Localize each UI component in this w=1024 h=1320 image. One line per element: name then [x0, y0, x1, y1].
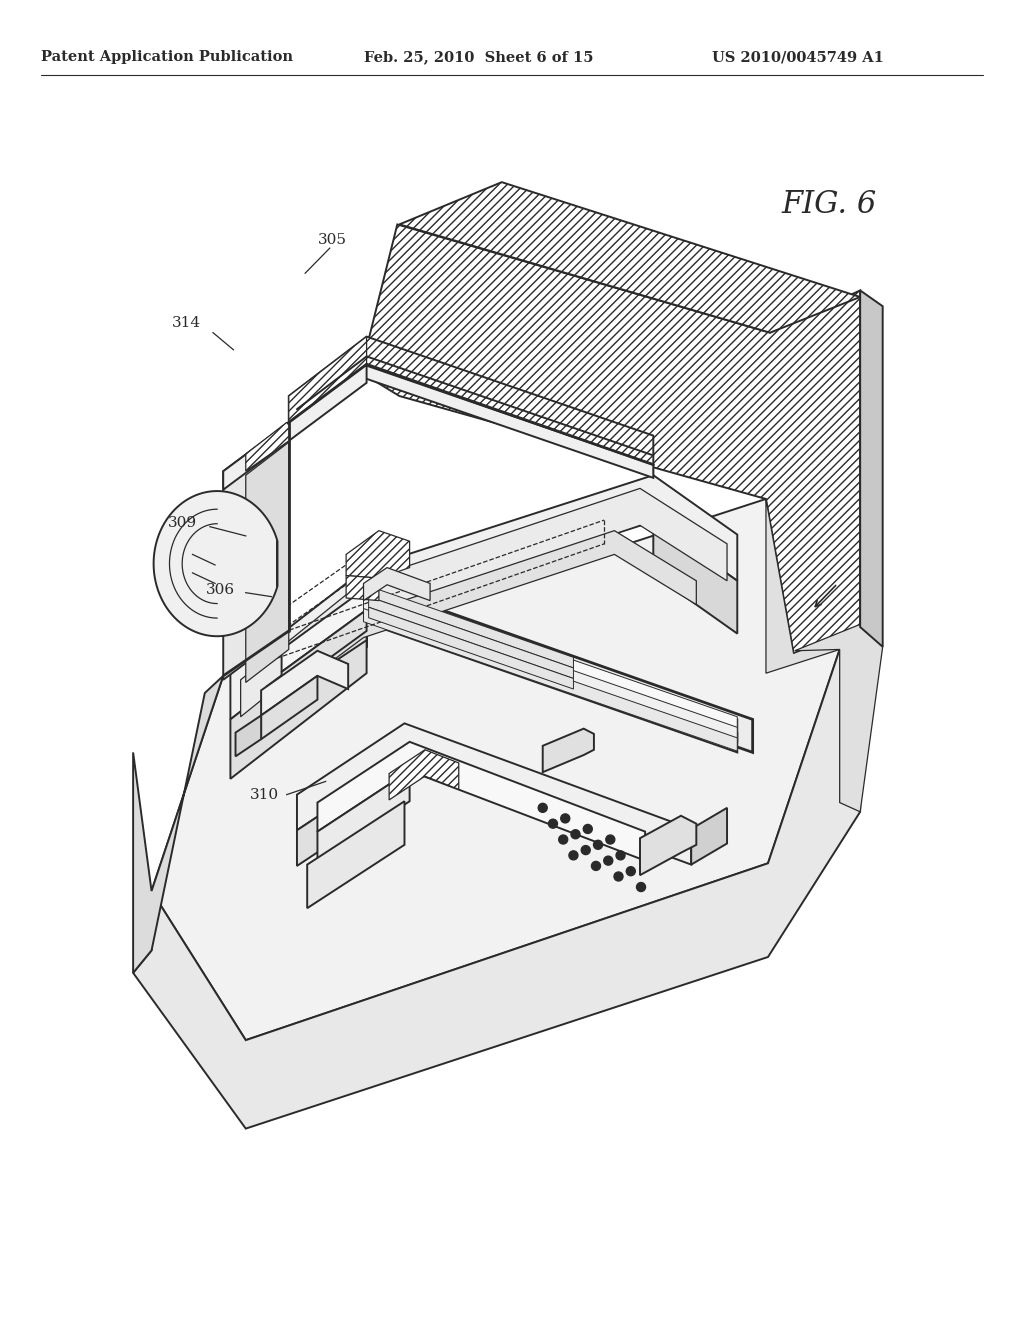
Polygon shape — [271, 623, 367, 704]
Polygon shape — [317, 742, 645, 861]
Polygon shape — [236, 715, 261, 756]
Polygon shape — [346, 531, 410, 578]
Polygon shape — [152, 499, 840, 1040]
Polygon shape — [246, 422, 289, 471]
Polygon shape — [223, 364, 367, 490]
Polygon shape — [346, 576, 379, 601]
Polygon shape — [795, 624, 883, 812]
Circle shape — [614, 873, 623, 880]
Polygon shape — [307, 801, 404, 908]
Polygon shape — [766, 478, 860, 649]
Polygon shape — [360, 224, 860, 653]
Text: 309: 309 — [168, 516, 197, 529]
Polygon shape — [241, 488, 727, 717]
Polygon shape — [364, 598, 737, 741]
Polygon shape — [282, 587, 737, 742]
Polygon shape — [766, 499, 860, 673]
Polygon shape — [653, 521, 737, 634]
Polygon shape — [364, 568, 430, 601]
Text: 310: 310 — [250, 788, 279, 801]
Polygon shape — [261, 676, 317, 739]
Circle shape — [592, 862, 600, 870]
Circle shape — [582, 846, 590, 854]
Circle shape — [616, 851, 625, 859]
Polygon shape — [289, 337, 367, 425]
Circle shape — [559, 836, 567, 843]
Text: 305: 305 — [318, 232, 347, 247]
Polygon shape — [282, 610, 367, 693]
Circle shape — [584, 825, 592, 833]
Polygon shape — [389, 750, 459, 800]
Polygon shape — [254, 583, 753, 752]
Polygon shape — [289, 366, 653, 478]
Text: Feb. 25, 2010  Sheet 6 of 15: Feb. 25, 2010 Sheet 6 of 15 — [364, 50, 593, 65]
Polygon shape — [399, 182, 860, 333]
Polygon shape — [369, 586, 573, 668]
Polygon shape — [860, 290, 883, 647]
Polygon shape — [364, 587, 737, 730]
Text: Patent Application Publication: Patent Application Publication — [41, 50, 293, 65]
Polygon shape — [543, 729, 594, 772]
Polygon shape — [640, 816, 696, 875]
Polygon shape — [369, 607, 573, 689]
Polygon shape — [154, 491, 278, 636]
Text: 314: 314 — [172, 317, 201, 330]
Polygon shape — [271, 603, 737, 752]
Polygon shape — [254, 616, 367, 726]
Polygon shape — [691, 808, 727, 865]
Polygon shape — [230, 475, 737, 719]
Polygon shape — [364, 609, 737, 751]
Polygon shape — [289, 337, 653, 465]
Circle shape — [627, 867, 635, 875]
Polygon shape — [317, 771, 410, 862]
Circle shape — [571, 830, 580, 838]
Circle shape — [539, 804, 547, 812]
Circle shape — [569, 851, 578, 859]
Polygon shape — [133, 676, 223, 973]
Polygon shape — [223, 422, 289, 680]
Circle shape — [606, 836, 614, 843]
Polygon shape — [261, 651, 348, 715]
Polygon shape — [369, 597, 573, 678]
Polygon shape — [246, 442, 289, 682]
Text: 306: 306 — [206, 583, 234, 597]
Polygon shape — [297, 723, 691, 865]
Circle shape — [549, 820, 557, 828]
Circle shape — [604, 857, 612, 865]
Text: US 2010/0045749 A1: US 2010/0045749 A1 — [712, 50, 884, 65]
Polygon shape — [266, 531, 696, 710]
Polygon shape — [297, 759, 404, 866]
Polygon shape — [230, 614, 367, 779]
Circle shape — [637, 883, 645, 891]
Circle shape — [561, 814, 569, 822]
Polygon shape — [133, 631, 860, 1129]
Circle shape — [594, 841, 602, 849]
Text: FIG. 6: FIG. 6 — [781, 189, 878, 220]
